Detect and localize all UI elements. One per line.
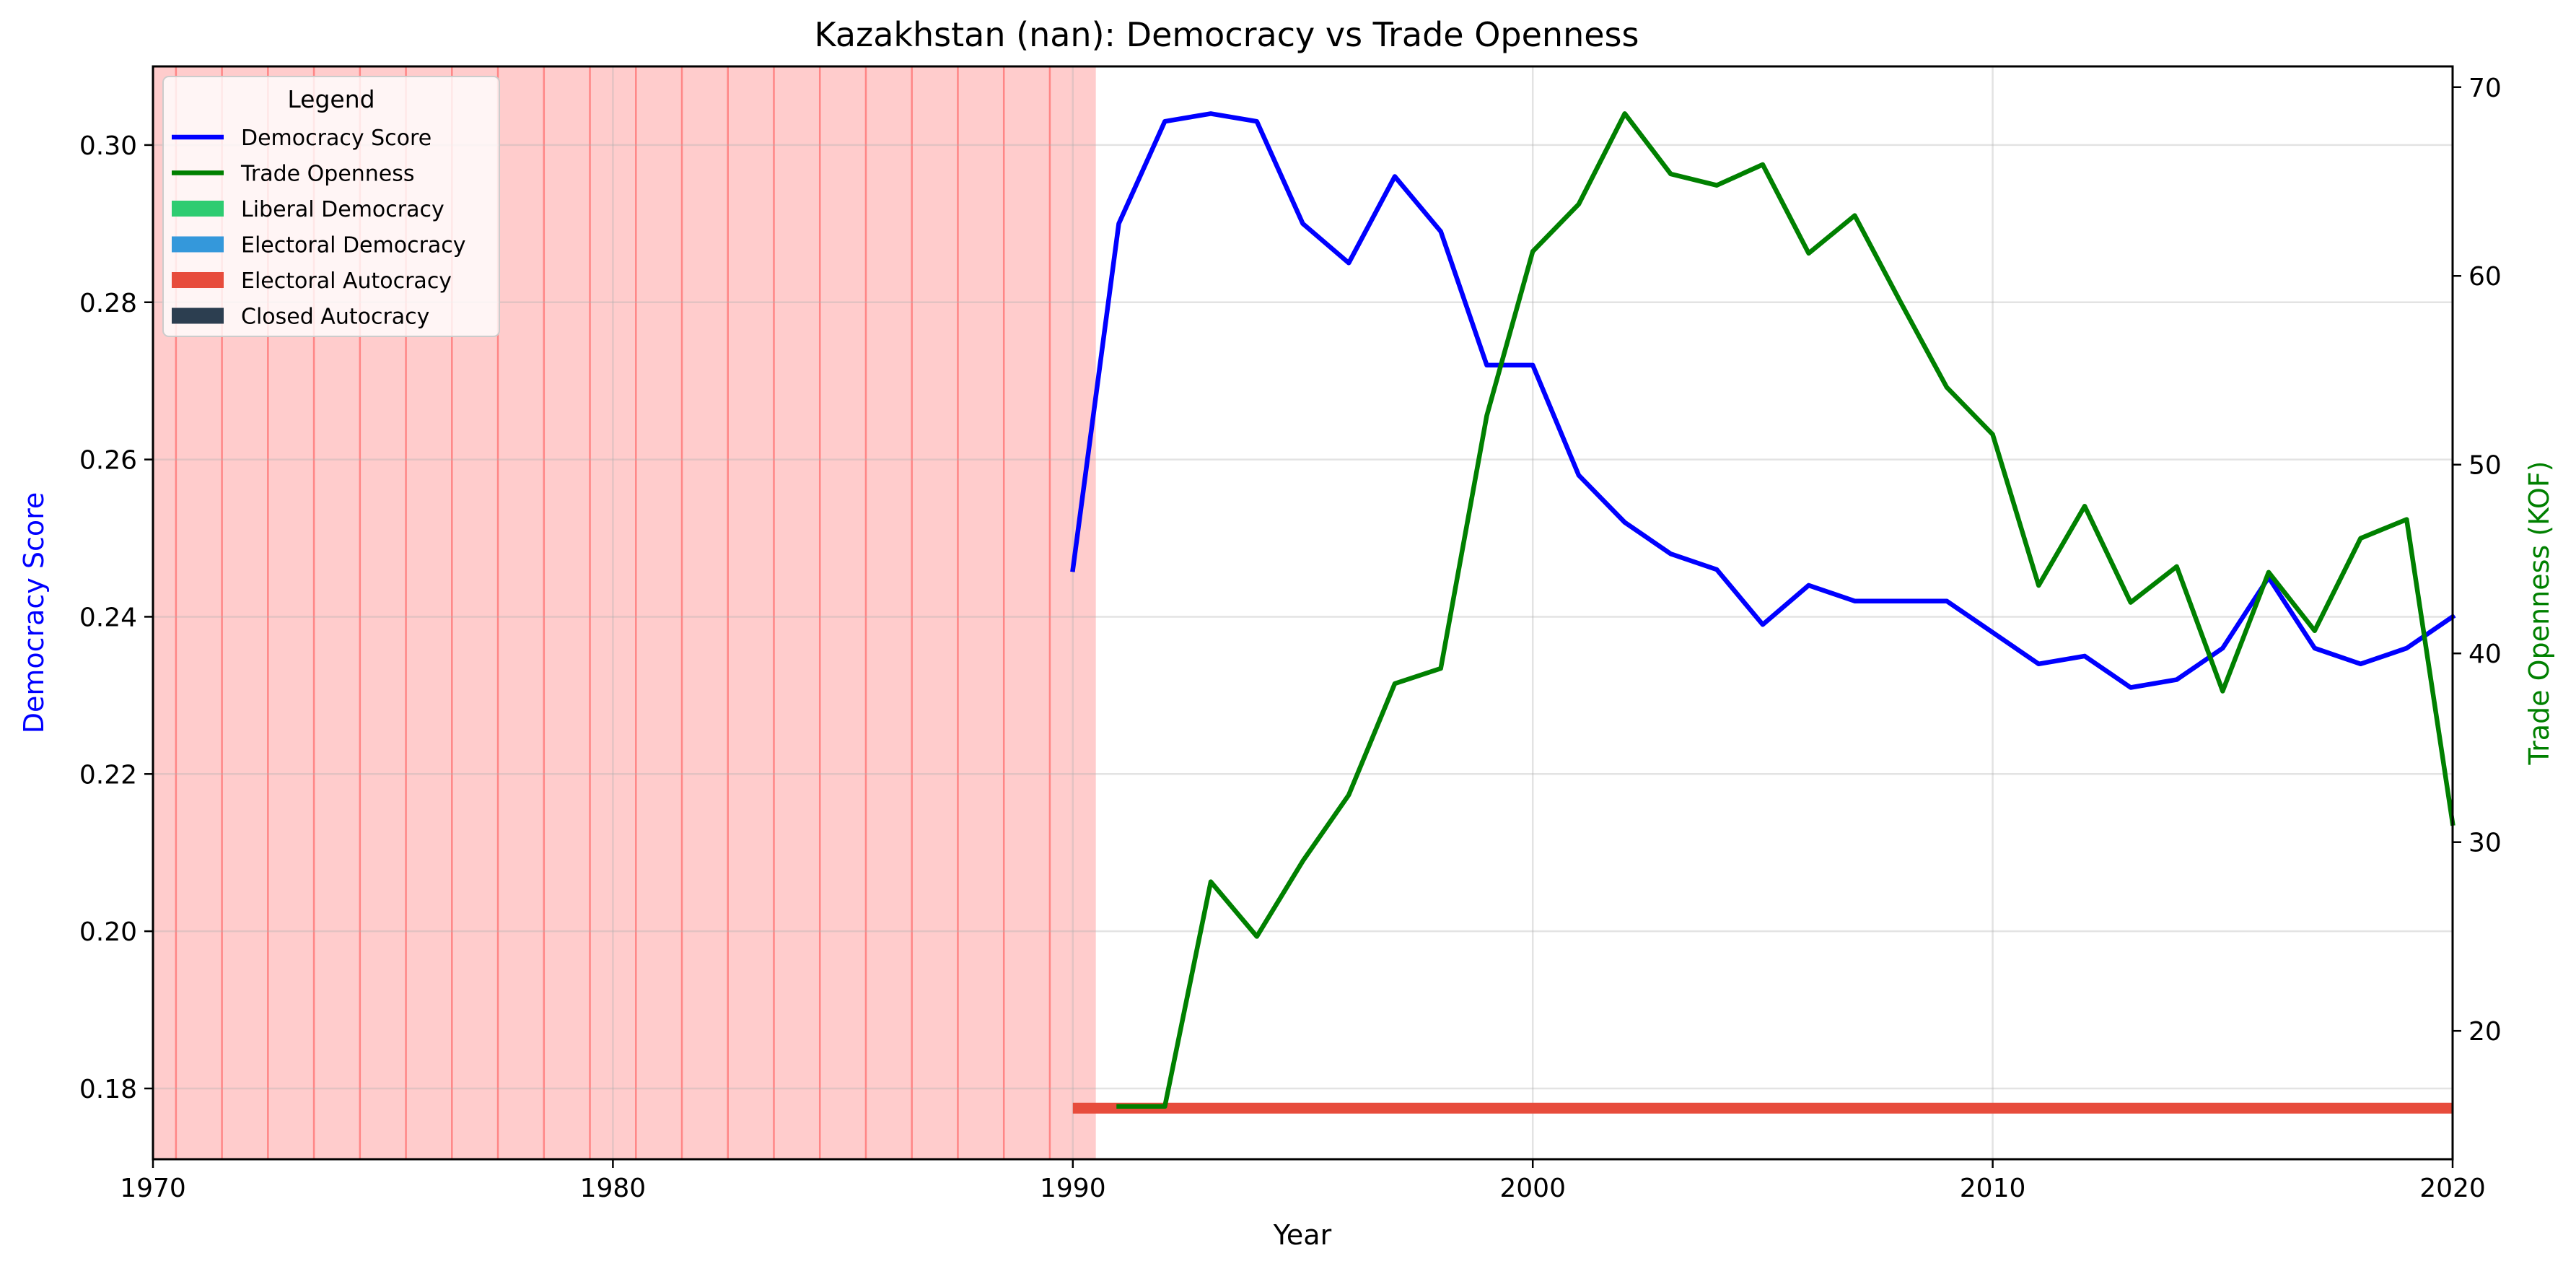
x-tick-label: 2000 <box>1499 1174 1566 1203</box>
plot-frame <box>152 65 2454 1161</box>
x-tick-label: 1990 <box>1040 1174 1106 1203</box>
legend-swatch-closed-autocracy <box>172 307 224 324</box>
y-left-tick-label: 0.18 <box>79 1075 137 1104</box>
y-axis-left: 0.18 0.20 0.22 0.24 0.26 0.28 0.30 <box>79 131 153 1104</box>
legend-label-trade-openness: Trade Openness <box>240 162 415 187</box>
y-left-tick-label: 0.28 <box>79 289 137 318</box>
x-tick-label: 1980 <box>580 1174 647 1203</box>
y-right-tick-label: 30 <box>2468 829 2502 858</box>
y-left-tick-label: 0.22 <box>79 760 137 790</box>
legend-title: Legend <box>287 85 374 113</box>
y-right-tick-label: 70 <box>2468 74 2502 103</box>
legend-box <box>162 76 500 337</box>
y-left-tick-label: 0.30 <box>79 131 137 161</box>
legend-swatch-electoral-democracy <box>172 236 224 253</box>
legend-label-liberal-democracy: Liberal Democracy <box>241 197 444 222</box>
y-left-tick-label: 0.24 <box>79 603 137 632</box>
y-axis-right: 20 30 40 50 60 70 <box>2453 74 2502 1047</box>
legend-label-electoral-democracy: Electoral Democracy <box>241 233 466 258</box>
y-right-tick-label: 50 <box>2468 451 2502 481</box>
legend-swatch-liberal-democracy <box>172 201 224 217</box>
y-right-tick-label: 40 <box>2468 640 2502 669</box>
y-left-tick-label: 0.26 <box>79 446 137 476</box>
series-line-trade-openness <box>1116 111 2455 1109</box>
y-axis-right-label: Trade Openness (KOF) <box>2523 461 2555 765</box>
y-left-tick-label: 0.20 <box>79 917 137 947</box>
x-tick-label: 2020 <box>2419 1174 2486 1203</box>
y-right-tick-label: 20 <box>2468 1017 2502 1047</box>
legend-label-closed-autocracy: Closed Autocracy <box>241 305 429 330</box>
y-axis-left-label: Democracy Score <box>18 492 50 734</box>
x-tick-label: 1970 <box>120 1174 186 1203</box>
legend-label-electoral-autocracy: Electoral Autocracy <box>241 269 452 294</box>
legend: Legend Democracy Score Trade Openness Libe… <box>162 76 500 337</box>
x-axis: 1970 1980 1990 2000 2010 2020 <box>120 1159 2486 1203</box>
legend-swatch-electoral-autocracy <box>172 272 224 288</box>
x-axis-label: Year <box>1273 1219 1332 1251</box>
series-line-democracy-score <box>1070 111 2456 690</box>
y-right-tick-label: 60 <box>2468 262 2502 292</box>
legend-label-democracy-score: Democracy Score <box>241 126 431 151</box>
x-tick-label: 2010 <box>1960 1174 2026 1203</box>
series-layer <box>1070 111 2456 1109</box>
chart-title: Kazakhstan (nan): Democracy vs Trade Ope… <box>815 15 1639 54</box>
